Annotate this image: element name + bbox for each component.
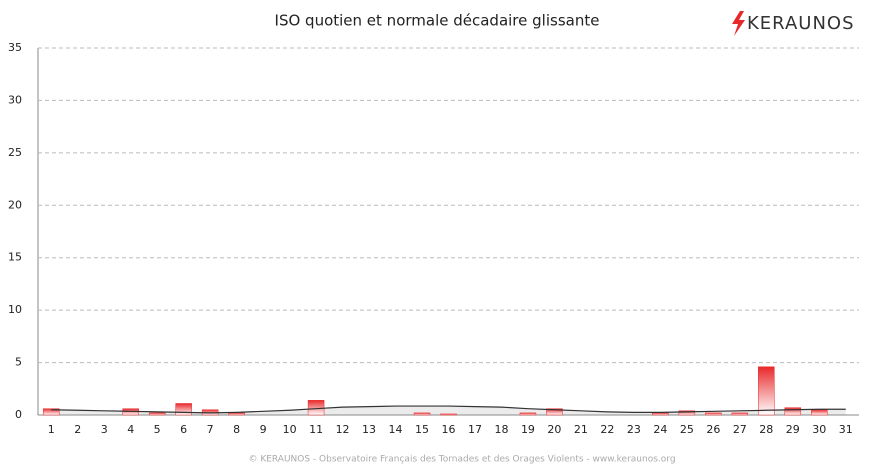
bar: [440, 413, 457, 416]
bar: [731, 412, 749, 416]
x-tick-label: 29: [786, 423, 800, 436]
x-tick-label: 10: [283, 423, 297, 436]
x-tick-label: 7: [207, 423, 214, 436]
x-tick-label: 3: [101, 423, 108, 436]
y-tick-label: 15: [8, 251, 22, 264]
bar: [175, 403, 192, 416]
x-tick-label: 20: [547, 423, 561, 436]
footer: © KERAUNOS - Observatoire Français des T…: [248, 455, 675, 465]
chart-title: ISO quotien et normale décadaire glissan…: [275, 12, 600, 30]
x-tick-label: 9: [260, 423, 267, 436]
y-tick-label: 35: [8, 41, 22, 54]
y-tick-label: 10: [8, 303, 22, 316]
bar: [42, 408, 60, 416]
bar: [228, 412, 245, 416]
bar: [413, 412, 431, 416]
y-tick-label: 25: [8, 146, 22, 159]
x-tick-label: 21: [574, 423, 588, 436]
x-tick-label: 25: [680, 423, 694, 436]
x-tick-label: 22: [600, 423, 614, 436]
x-tick-label: 6: [180, 423, 187, 436]
x-tick-label: 15: [415, 423, 429, 436]
x-tick-label: 28: [759, 423, 773, 436]
x-tick-label: 4: [127, 423, 134, 436]
x-tick-label: 12: [336, 423, 350, 436]
bar: [705, 412, 722, 416]
x-tick-label: 30: [812, 423, 826, 436]
y-tick-label: 30: [8, 93, 22, 106]
y-tick-label: 5: [15, 356, 22, 369]
bar: [652, 412, 669, 416]
x-tick-label: 17: [468, 423, 482, 436]
logo: KERAUNOS: [747, 13, 855, 34]
bar: [784, 407, 802, 416]
x-tick-label: 5: [154, 423, 161, 436]
y-tick-label: 0: [15, 408, 22, 421]
x-tick-label: 26: [706, 423, 720, 436]
x-tick-label: 14: [389, 423, 403, 436]
x-tick-label: 16: [442, 423, 456, 436]
x-tick-label: 1: [48, 423, 55, 436]
y-tick-label: 20: [8, 198, 22, 211]
bar: [519, 412, 537, 416]
bar: [307, 400, 325, 416]
bar: [811, 409, 828, 416]
bar: [758, 366, 775, 416]
bar: [148, 412, 166, 416]
bar: [546, 408, 563, 416]
x-tick-label: 18: [494, 423, 508, 436]
x-tick-label: 27: [733, 423, 747, 436]
x-tick-label: 31: [839, 423, 853, 436]
x-tick-label: 24: [653, 423, 667, 436]
x-tick-label: 19: [521, 423, 535, 436]
logo-icon: [732, 11, 745, 36]
bar: [678, 410, 696, 416]
x-tick-label: 13: [362, 423, 376, 436]
x-tick-label: 8: [233, 423, 240, 436]
x-tick-label: 2: [74, 423, 81, 436]
x-tick-label: 11: [309, 423, 323, 436]
x-tick-label: 23: [627, 423, 641, 436]
normal-line: [51, 405, 846, 414]
